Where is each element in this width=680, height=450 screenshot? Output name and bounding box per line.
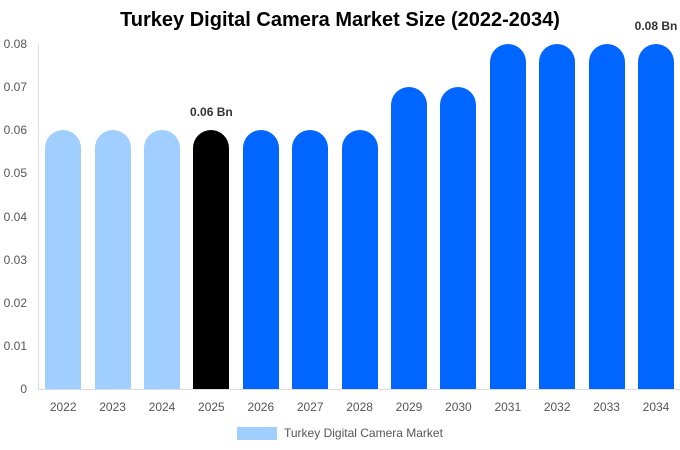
x-tick-label: 2023 <box>99 400 126 414</box>
x-axis-line <box>38 389 680 390</box>
legend-label: Turkey Digital Camera Market <box>284 426 443 440</box>
data-label-2025: 0.06 Bn <box>190 105 233 120</box>
x-tick-label: 2026 <box>247 400 275 414</box>
x-tick-label: 2027 <box>296 400 324 414</box>
y-tick-label: 0.01 <box>3 338 27 353</box>
y-tick-label: 0 <box>20 382 27 396</box>
bar-2033[interactable] <box>588 44 625 389</box>
x-tick-label: 2025 <box>198 400 225 414</box>
x-tick-label: 2032 <box>543 400 571 414</box>
bar-2029[interactable] <box>391 87 427 389</box>
x-tick-label: 2029 <box>395 400 423 414</box>
bar-2027[interactable] <box>292 130 329 389</box>
bar-2028[interactable] <box>341 130 378 389</box>
y-tick-label: 0.04 <box>3 209 27 224</box>
x-tick-label: 2030 <box>445 400 472 414</box>
chart-title: Turkey Digital Camera Market Size (2022-… <box>120 9 560 31</box>
x-tick-label: 2033 <box>593 400 620 414</box>
legend-swatch <box>237 426 277 440</box>
x-tick-label: 2034 <box>642 400 670 414</box>
bar-2032[interactable] <box>539 44 576 389</box>
legend[interactable]: Turkey Digital Camera Market <box>237 426 443 440</box>
bar-2024[interactable] <box>144 130 180 389</box>
bar-2030[interactable] <box>440 87 477 389</box>
bar-2025[interactable] <box>193 130 230 389</box>
x-tick-label: 2024 <box>148 400 176 414</box>
x-tick-label: 2031 <box>494 400 522 414</box>
y-tick-label: 0.03 <box>3 252 27 267</box>
bar-2023[interactable] <box>94 130 131 389</box>
bar-2034[interactable] <box>638 44 674 389</box>
x-tick-label: 2028 <box>346 400 373 414</box>
x-tick-label: 2022 <box>49 400 77 414</box>
y-tick-label: 0.02 <box>3 295 27 310</box>
y-axis-line <box>38 44 39 389</box>
y-tick-label: 0.05 <box>3 166 27 181</box>
bar-2022[interactable] <box>45 130 82 389</box>
y-tick-label: 0.08 <box>3 37 27 51</box>
y-tick-label: 0.07 <box>3 80 27 95</box>
y-tick-label: 0.06 <box>3 123 27 138</box>
bar-2026[interactable] <box>242 130 279 389</box>
bar-2031[interactable] <box>489 44 526 389</box>
data-label-2034: 0.08 Bn <box>634 19 678 33</box>
